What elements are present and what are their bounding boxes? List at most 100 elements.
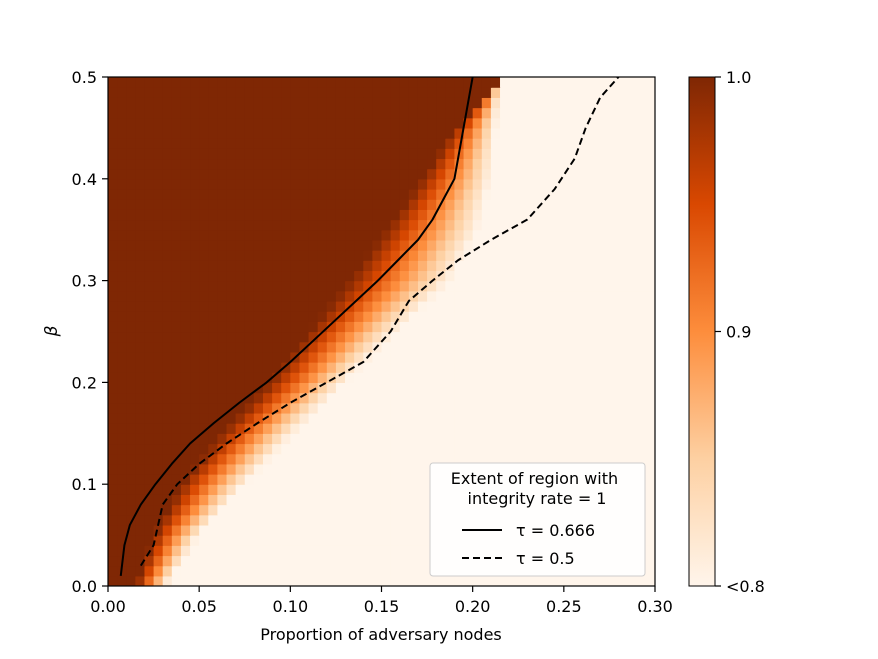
heatmap-cell xyxy=(244,127,255,139)
heatmap-cell xyxy=(591,178,601,190)
heatmap-cell xyxy=(262,158,273,170)
heatmap-cell xyxy=(518,280,528,292)
heatmap-cell xyxy=(326,311,337,322)
heatmap-cell xyxy=(363,178,373,190)
heatmap-cell xyxy=(554,280,565,292)
heatmap-cell xyxy=(244,565,255,577)
heatmap-cell xyxy=(445,127,456,139)
heatmap-cell xyxy=(180,311,191,322)
heatmap-cell xyxy=(144,148,155,160)
heatmap-cell xyxy=(290,107,301,119)
heatmap-cell xyxy=(308,97,319,109)
heatmap-cell xyxy=(235,168,246,180)
heatmap-cell xyxy=(627,433,638,445)
heatmap-cell xyxy=(417,117,428,129)
heatmap-cell xyxy=(645,239,655,251)
heatmap-cell xyxy=(554,423,565,434)
heatmap-cell xyxy=(235,453,246,465)
heatmap-cell xyxy=(518,392,528,404)
heatmap-cell xyxy=(582,158,592,170)
heatmap-cell xyxy=(299,494,310,506)
heatmap-cell xyxy=(436,107,446,119)
heatmap-cell xyxy=(208,138,218,149)
heatmap-cell xyxy=(299,331,310,343)
heatmap-cell xyxy=(408,127,419,139)
heatmap-cell xyxy=(436,453,446,465)
heatmap-cell xyxy=(272,362,282,373)
heatmap-cell xyxy=(545,97,556,109)
heatmap-cell xyxy=(272,514,282,526)
heatmap-cell xyxy=(326,545,337,557)
heatmap-cell xyxy=(299,127,310,139)
heatmap-cell xyxy=(190,260,200,272)
heatmap-cell xyxy=(536,229,547,241)
heatmap-cell xyxy=(381,168,392,180)
x-tick-label: 0.30 xyxy=(637,597,673,616)
heatmap-cell xyxy=(281,474,291,485)
heatmap-cell xyxy=(208,199,218,210)
heatmap-cell xyxy=(572,280,583,292)
heatmap-cell xyxy=(345,331,355,343)
heatmap-cell xyxy=(135,260,146,272)
heatmap-cell xyxy=(518,168,528,180)
heatmap-cell xyxy=(481,372,492,383)
heatmap-cell xyxy=(162,87,173,98)
heatmap-cell xyxy=(609,209,620,221)
heatmap-cell xyxy=(244,392,255,404)
heatmap-cell xyxy=(290,392,301,404)
heatmap-cell xyxy=(527,351,538,363)
heatmap-cell xyxy=(235,138,246,149)
heatmap-cell xyxy=(153,555,164,567)
heatmap-cell xyxy=(481,290,492,302)
heatmap-cell xyxy=(399,97,410,109)
heatmap-cell xyxy=(262,107,273,119)
heatmap-cell xyxy=(381,331,392,343)
heatmap-cell xyxy=(144,311,155,322)
heatmap-cell xyxy=(636,168,647,180)
heatmap-cell xyxy=(190,514,200,526)
heatmap-cell xyxy=(363,260,373,272)
heatmap-cell xyxy=(563,280,574,292)
heatmap-cell xyxy=(454,250,465,261)
heatmap-cell xyxy=(545,138,556,149)
heatmap-cell xyxy=(144,392,155,404)
heatmap-cell xyxy=(108,148,118,160)
heatmap-cell xyxy=(180,453,191,465)
heatmap-cell xyxy=(381,382,392,394)
heatmap-cell xyxy=(180,280,191,292)
heatmap-cell xyxy=(445,280,456,292)
heatmap-cell xyxy=(381,321,392,333)
heatmap-cell xyxy=(509,443,519,455)
heatmap-cell xyxy=(372,87,383,98)
heatmap-cell xyxy=(591,188,601,200)
heatmap-cell xyxy=(445,178,456,190)
heatmap-cell xyxy=(417,484,428,495)
heatmap-cell xyxy=(427,300,437,312)
heatmap-cell xyxy=(618,453,629,465)
heatmap-cell xyxy=(345,535,355,546)
heatmap-cell xyxy=(645,311,655,322)
heatmap-cell xyxy=(381,494,392,506)
heatmap-cell xyxy=(545,351,556,363)
heatmap-cell xyxy=(126,188,136,200)
heatmap-cell xyxy=(636,260,647,272)
heatmap-cell xyxy=(190,270,200,282)
heatmap-cell xyxy=(436,178,446,190)
heatmap-cell xyxy=(299,362,310,373)
heatmap-cell xyxy=(153,463,164,475)
heatmap-cell xyxy=(108,199,118,210)
heatmap-cell xyxy=(417,158,428,170)
heatmap-cell xyxy=(490,148,501,160)
heatmap-cell xyxy=(126,463,136,475)
heatmap-cell xyxy=(363,168,373,180)
heatmap-cell xyxy=(472,229,483,241)
heatmap-cell xyxy=(618,178,629,190)
heatmap-cell xyxy=(117,107,127,119)
heatmap-cell xyxy=(199,321,209,333)
heatmap-cell xyxy=(490,382,501,394)
heatmap-cell xyxy=(554,300,565,312)
heatmap-cell xyxy=(445,239,456,251)
heatmap-cell xyxy=(253,280,264,292)
heatmap-cell xyxy=(281,321,291,333)
heatmap-cell xyxy=(281,402,291,414)
